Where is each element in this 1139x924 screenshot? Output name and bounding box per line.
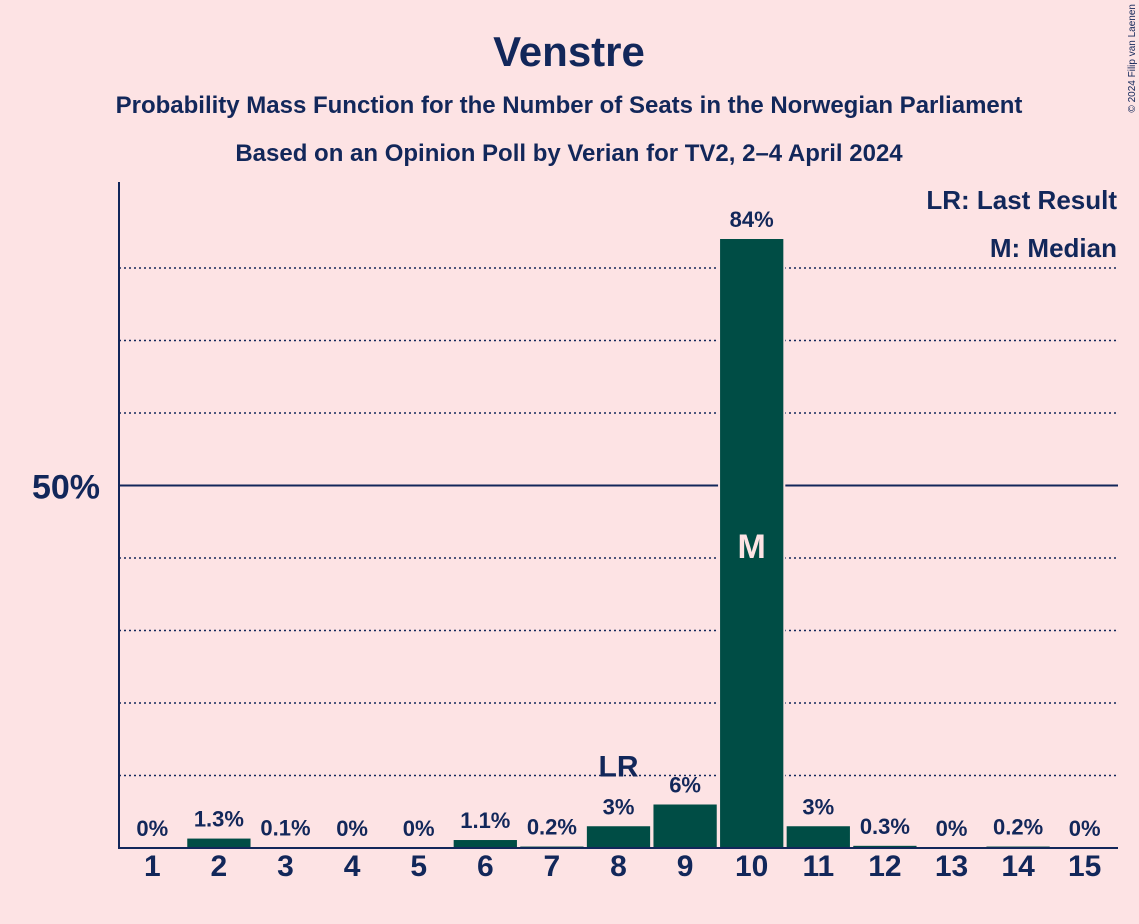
value-label-2: 1.3% [194, 807, 244, 832]
value-label-9: 6% [669, 773, 701, 798]
value-label-10: 84% [730, 207, 774, 232]
last-result-marker: LR [599, 750, 639, 783]
x-tick-10: 10 [735, 850, 768, 883]
bar-outline-7 [518, 844, 586, 848]
value-label-3: 0.1% [260, 815, 310, 840]
x-tick-11: 11 [802, 850, 834, 883]
value-label-6: 1.1% [460, 808, 510, 833]
legend-last-result: LR: Last Result [926, 185, 1117, 215]
x-tick-9: 9 [677, 850, 694, 883]
x-tick-5: 5 [410, 850, 427, 883]
median-marker: M [738, 528, 766, 566]
value-label-12: 0.3% [860, 814, 910, 839]
bar-outline-14 [984, 844, 1052, 848]
x-tick-8: 8 [610, 850, 627, 883]
bar-seats-6 [453, 840, 517, 848]
chart-subtitle-line-1: Probability Mass Function for the Number… [116, 92, 1023, 119]
legend-median: M: Median [990, 233, 1117, 263]
x-tick-3: 3 [277, 850, 294, 883]
copyright-notice: © 2024 Filip van Laenen [1127, 4, 1138, 113]
value-label-13: 0% [936, 816, 968, 841]
chart-title: Venstre [493, 28, 645, 75]
value-label-4: 0% [336, 816, 368, 841]
x-tick-14: 14 [1001, 850, 1035, 883]
bar-outline-3 [251, 845, 320, 848]
value-label-5: 0% [403, 816, 435, 841]
x-tick-7: 7 [544, 850, 561, 883]
bar-seats-12 [853, 845, 917, 848]
bars-layer [185, 237, 1052, 848]
value-label-8: 3% [603, 794, 635, 819]
bar-seats-8 [586, 826, 651, 848]
value-label-1: 0% [136, 816, 168, 841]
x-tick-15: 15 [1068, 850, 1101, 883]
bar-seats-10 [720, 239, 784, 848]
value-label-14: 0.2% [993, 815, 1043, 840]
x-tick-12: 12 [868, 850, 901, 883]
y-tick-50: 50% [32, 469, 100, 507]
bar-seats-11 [786, 826, 850, 848]
labels-layer: 0% 1.3% 0.1% 0% 0% 1.1% 0.2% 3% LR 6% 84% M 3% 0.3% 0%… [136, 207, 1100, 841]
value-label-7: 0.2% [527, 815, 577, 840]
bar-seats-9 [653, 804, 717, 848]
x-tick-6: 6 [477, 850, 494, 883]
x-tick-2: 2 [211, 850, 228, 883]
x-tick-1: 1 [144, 850, 161, 883]
chart-subtitle-line-2: Based on an Opinion Poll by Verian for T… [235, 140, 903, 167]
x-tick-4: 4 [344, 850, 361, 883]
x-tick-13: 13 [935, 850, 968, 883]
value-label-11: 3% [802, 794, 834, 819]
grid-layer [119, 267, 1118, 777]
bar-seats-2 [187, 838, 251, 848]
value-label-15: 0% [1069, 816, 1101, 841]
